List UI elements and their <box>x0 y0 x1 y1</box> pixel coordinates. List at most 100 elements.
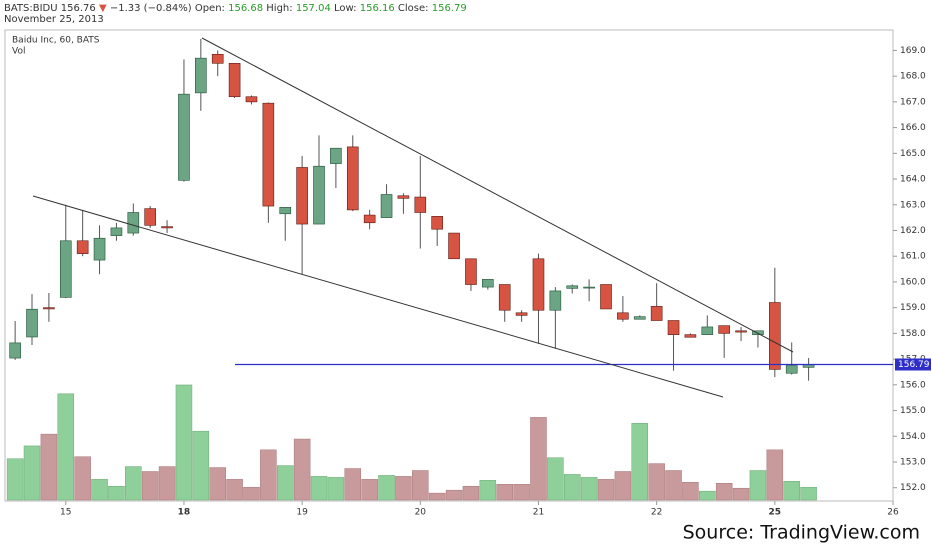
y-tick-label: 155.0 <box>900 406 926 416</box>
candle-body <box>498 284 511 311</box>
volume-bar <box>547 457 564 501</box>
volume-bar <box>91 479 108 501</box>
y-tick-label: 154.0 <box>900 432 926 442</box>
candle-body <box>397 195 410 199</box>
candle-body <box>566 285 579 289</box>
price-tag <box>895 358 931 371</box>
price-tag-label: 156.79 <box>898 360 930 370</box>
high: 157.04 <box>296 3 331 14</box>
volume-bar <box>648 463 665 501</box>
volume-label: Vol <box>12 47 25 57</box>
candle-body <box>93 237 106 261</box>
candle-body <box>279 207 292 215</box>
y-tick-label: 167.0 <box>900 97 926 107</box>
x-tick-label: 22 <box>651 508 662 518</box>
candle-body <box>211 53 224 64</box>
close-label: Close: <box>398 3 429 14</box>
candle-body <box>195 57 207 94</box>
x-tick-label: 18 <box>178 508 191 518</box>
x-tick-label: 19 <box>296 508 308 518</box>
volume-bar <box>327 477 345 501</box>
header-line: BATS:BIDU 156.76 ▼ −1.33 (−0.84%) Open: … <box>4 3 467 14</box>
y-tick-label: 169.0 <box>900 46 926 56</box>
trend-line <box>32 195 724 398</box>
candle-body <box>76 240 89 254</box>
date: November 25, 2013 <box>4 14 104 25</box>
volume-bar <box>412 470 429 501</box>
y-tick-label: 165.0 <box>900 149 926 159</box>
volume-bar <box>395 476 412 501</box>
volume-bar <box>513 484 530 501</box>
candle-body <box>532 258 545 311</box>
candle-body <box>26 308 38 338</box>
volume-bar <box>766 449 784 501</box>
candle-body <box>59 240 72 298</box>
candle-body <box>161 226 173 229</box>
volume-bar <box>209 467 226 501</box>
candle-body <box>583 286 595 289</box>
y-tick-label: 164.0 <box>900 175 926 185</box>
y-tick-label: 160.0 <box>900 277 926 287</box>
volume-bar <box>732 487 750 501</box>
candle-body <box>296 167 308 225</box>
arrow: ▼ <box>99 3 107 14</box>
volume-bar <box>496 484 513 501</box>
candle-body <box>465 258 477 285</box>
volume-bar <box>6 458 24 501</box>
volume-bar <box>108 485 125 501</box>
candle-body <box>43 307 55 310</box>
volume-bar <box>749 470 767 501</box>
x-tick-label: 26 <box>887 508 899 518</box>
candle-body <box>110 227 123 236</box>
volume-bar <box>243 486 260 501</box>
volume-bar <box>276 465 294 501</box>
legend: Baidu Inc, 60, BATS <box>12 36 100 46</box>
y-tick-label: 161.0 <box>900 252 926 262</box>
volume-bar <box>158 466 176 501</box>
candle-body <box>735 330 747 333</box>
volume-bar <box>141 471 159 501</box>
volume-bar <box>226 479 243 501</box>
candle-body <box>144 208 156 226</box>
candle-body <box>127 212 140 234</box>
candle-body <box>650 306 663 321</box>
candle-body <box>769 302 781 370</box>
volume-bar <box>800 486 817 501</box>
y-tick-label: 162.0 <box>900 226 926 236</box>
candle-body <box>414 196 427 213</box>
volume-bar <box>74 456 91 501</box>
y-tick-label: 152.0 <box>900 483 926 493</box>
low-label: Low: <box>334 3 357 14</box>
volume-bar <box>614 471 632 501</box>
y-tick-label: 159.0 <box>900 303 926 313</box>
volume-bar <box>57 393 75 501</box>
volume-bar <box>310 476 328 501</box>
candle-body <box>228 62 241 98</box>
volume-bar <box>40 433 58 501</box>
candle-body <box>313 165 325 225</box>
candle-body <box>600 284 612 310</box>
candle-body <box>346 146 359 211</box>
volume-bar <box>563 474 581 501</box>
volume-bar <box>715 483 733 501</box>
volume-bar <box>428 492 446 501</box>
last: 156.76 <box>61 3 96 14</box>
y-tick-label: 153.0 <box>900 457 926 467</box>
volume-bar <box>125 466 142 501</box>
candle-body <box>363 214 376 224</box>
candle-body <box>245 96 258 103</box>
volume-bar <box>361 479 378 501</box>
low: 156.16 <box>360 3 395 14</box>
candle-body <box>9 342 21 359</box>
y-tick-label: 158.0 <box>900 329 926 339</box>
volume-bar <box>378 475 395 501</box>
volume-bar <box>783 481 800 501</box>
y-tick-label: 163.0 <box>900 200 926 210</box>
volume-bar <box>665 470 682 501</box>
symbol: BATS:BIDU <box>4 3 58 14</box>
volume-bar <box>597 479 615 501</box>
candle-body <box>262 102 275 207</box>
candle-body <box>785 365 798 374</box>
